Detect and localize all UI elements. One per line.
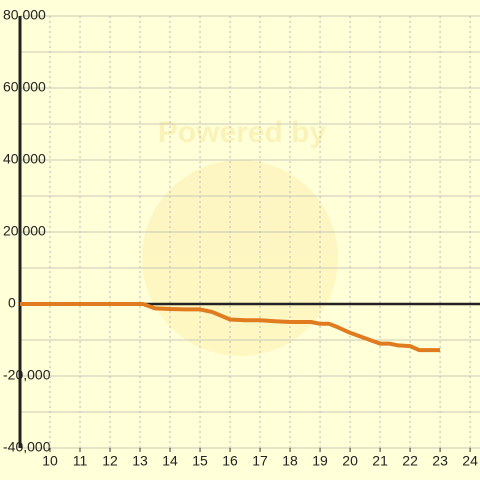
y-tick-label: 40,000 [3, 151, 46, 167]
x-tick-label: 12 [102, 453, 118, 469]
x-tick-label: 19 [312, 453, 328, 469]
x-tick-label: 18 [282, 453, 298, 469]
x-tick-label: 14 [162, 453, 178, 469]
watermark-circle [142, 160, 338, 356]
y-tick-label: -40,000 [3, 439, 51, 455]
watermark: Powered by [142, 116, 338, 356]
x-tick-label: 15 [192, 453, 208, 469]
y-tick-label: 0 [8, 295, 16, 311]
x-tick-label: 21 [372, 453, 388, 469]
y-tick-label: 20,000 [3, 223, 46, 239]
x-tick-label: 17 [252, 453, 268, 469]
x-tick-label: 10 [42, 453, 58, 469]
series-line [20, 302, 441, 353]
x-tick-label: 16 [222, 453, 238, 469]
y-tick-label: 80,000 [3, 7, 46, 23]
x-tick-label: 24 [462, 453, 478, 469]
y-tick-label: 60,000 [3, 79, 46, 95]
x-tick-label: 13 [132, 453, 148, 469]
x-tick-label: 20 [342, 453, 358, 469]
watermark-text: Powered by [158, 116, 327, 149]
x-tick-label: 22 [402, 453, 418, 469]
y-tick-label: -20,000 [3, 367, 51, 383]
x-tick-label: 23 [432, 453, 448, 469]
x-tick-label: 11 [73, 453, 88, 469]
